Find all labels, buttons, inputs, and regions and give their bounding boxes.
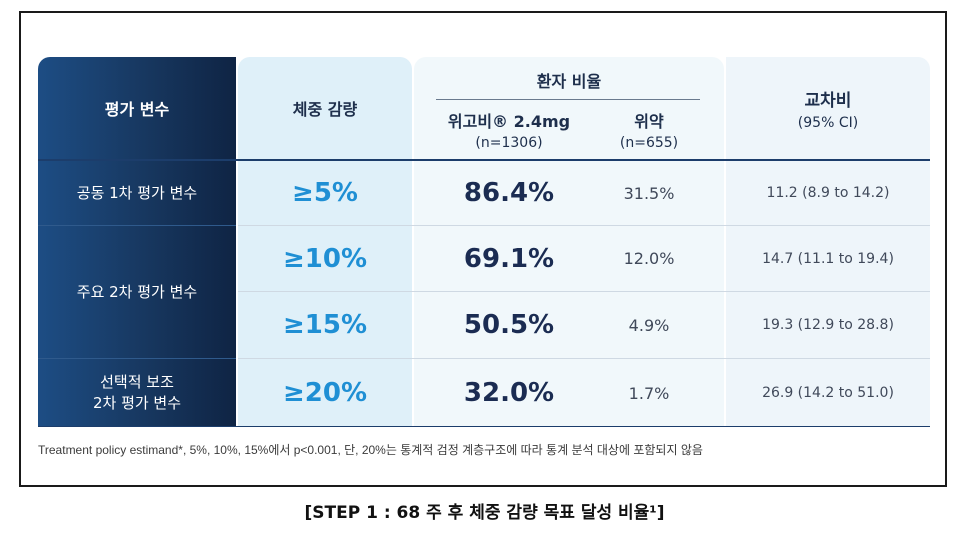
variable-column <box>38 57 236 427</box>
drug-value-cell: 32.0% <box>463 378 555 408</box>
header-variable: 평가 변수 <box>104 100 170 119</box>
results-table: 평가 변수 체중 감량 환자 비율 위고비® 2.4mg (n=1306) 위약… <box>38 57 930 427</box>
table-bottom-border <box>38 426 930 427</box>
row-separator <box>238 225 930 226</box>
placebo-value-cell: 31.5% <box>623 183 675 203</box>
patient-ratio-column <box>414 57 724 427</box>
placebo-n: (n=655) <box>619 134 679 151</box>
odds-ratio-cell: 26.9 (14.2 to 51.0) <box>762 385 894 401</box>
placebo-value-cell: 1.7% <box>628 383 670 403</box>
figure-caption: [STEP 1 : 68 주 후 체중 감량 목표 달성 비율¹] <box>304 503 665 523</box>
header-patient-ratio: 환자 비율 <box>536 72 602 91</box>
drug-value-cell: 50.5% <box>463 310 555 340</box>
threshold-cell: ≥15% <box>282 310 368 340</box>
placebo-value-cell: 4.9% <box>628 315 670 335</box>
row-label-exploratory: 선택적 보조 2차 평가 변수 <box>38 359 236 427</box>
odds-ratio-cell: 14.7 (11.1 to 19.4) <box>762 250 894 267</box>
drug-n: (n=1306) <box>475 134 543 151</box>
odds-ratio-cell: 11.2 (8.9 to 14.2) <box>766 185 890 201</box>
ci-label: (95% CI) <box>797 114 859 131</box>
drug-name: 위고비® 2.4mg <box>447 111 571 131</box>
drug-value-cell: 86.4% <box>463 178 555 208</box>
row-separator <box>238 291 930 292</box>
placebo-value-cell: 12.0% <box>623 249 675 268</box>
row-label-primary: 공동 1차 평가 변수 <box>76 183 198 202</box>
threshold-cell: ≥10% <box>282 243 368 274</box>
header-divider <box>436 99 700 100</box>
drug-value-cell: 69.1% <box>463 243 555 274</box>
placebo-name: 위약 <box>634 111 664 131</box>
row-label-secondary: 주요 2차 평가 변수 <box>76 282 198 301</box>
threshold-cell: ≥5% <box>292 178 358 208</box>
footnote: Treatment policy estimand*, 5%, 10%, 15%… <box>38 443 703 457</box>
header-weight-loss: 체중 감량 <box>292 100 358 119</box>
weight-loss-column <box>238 57 412 427</box>
row-label-line1: 선택적 보조 <box>100 373 174 391</box>
header-odds-ratio: 교차비 (95% CI) <box>726 57 930 159</box>
row-separator <box>238 358 930 359</box>
odds-ratio-label: 교차비 <box>804 90 852 111</box>
header-separator <box>38 159 930 161</box>
row-separator <box>38 225 236 226</box>
row-separator <box>38 358 236 359</box>
row-label-line2: 2차 평가 변수 <box>92 394 182 412</box>
odds-ratio-cell: 19.3 (12.9 to 28.8) <box>762 317 894 333</box>
odds-ratio-column <box>726 57 930 427</box>
threshold-cell: ≥20% <box>282 378 368 408</box>
header-drug: 위고비® 2.4mg (n=1306) <box>414 103 604 155</box>
header-placebo: 위약 (n=655) <box>594 103 704 155</box>
